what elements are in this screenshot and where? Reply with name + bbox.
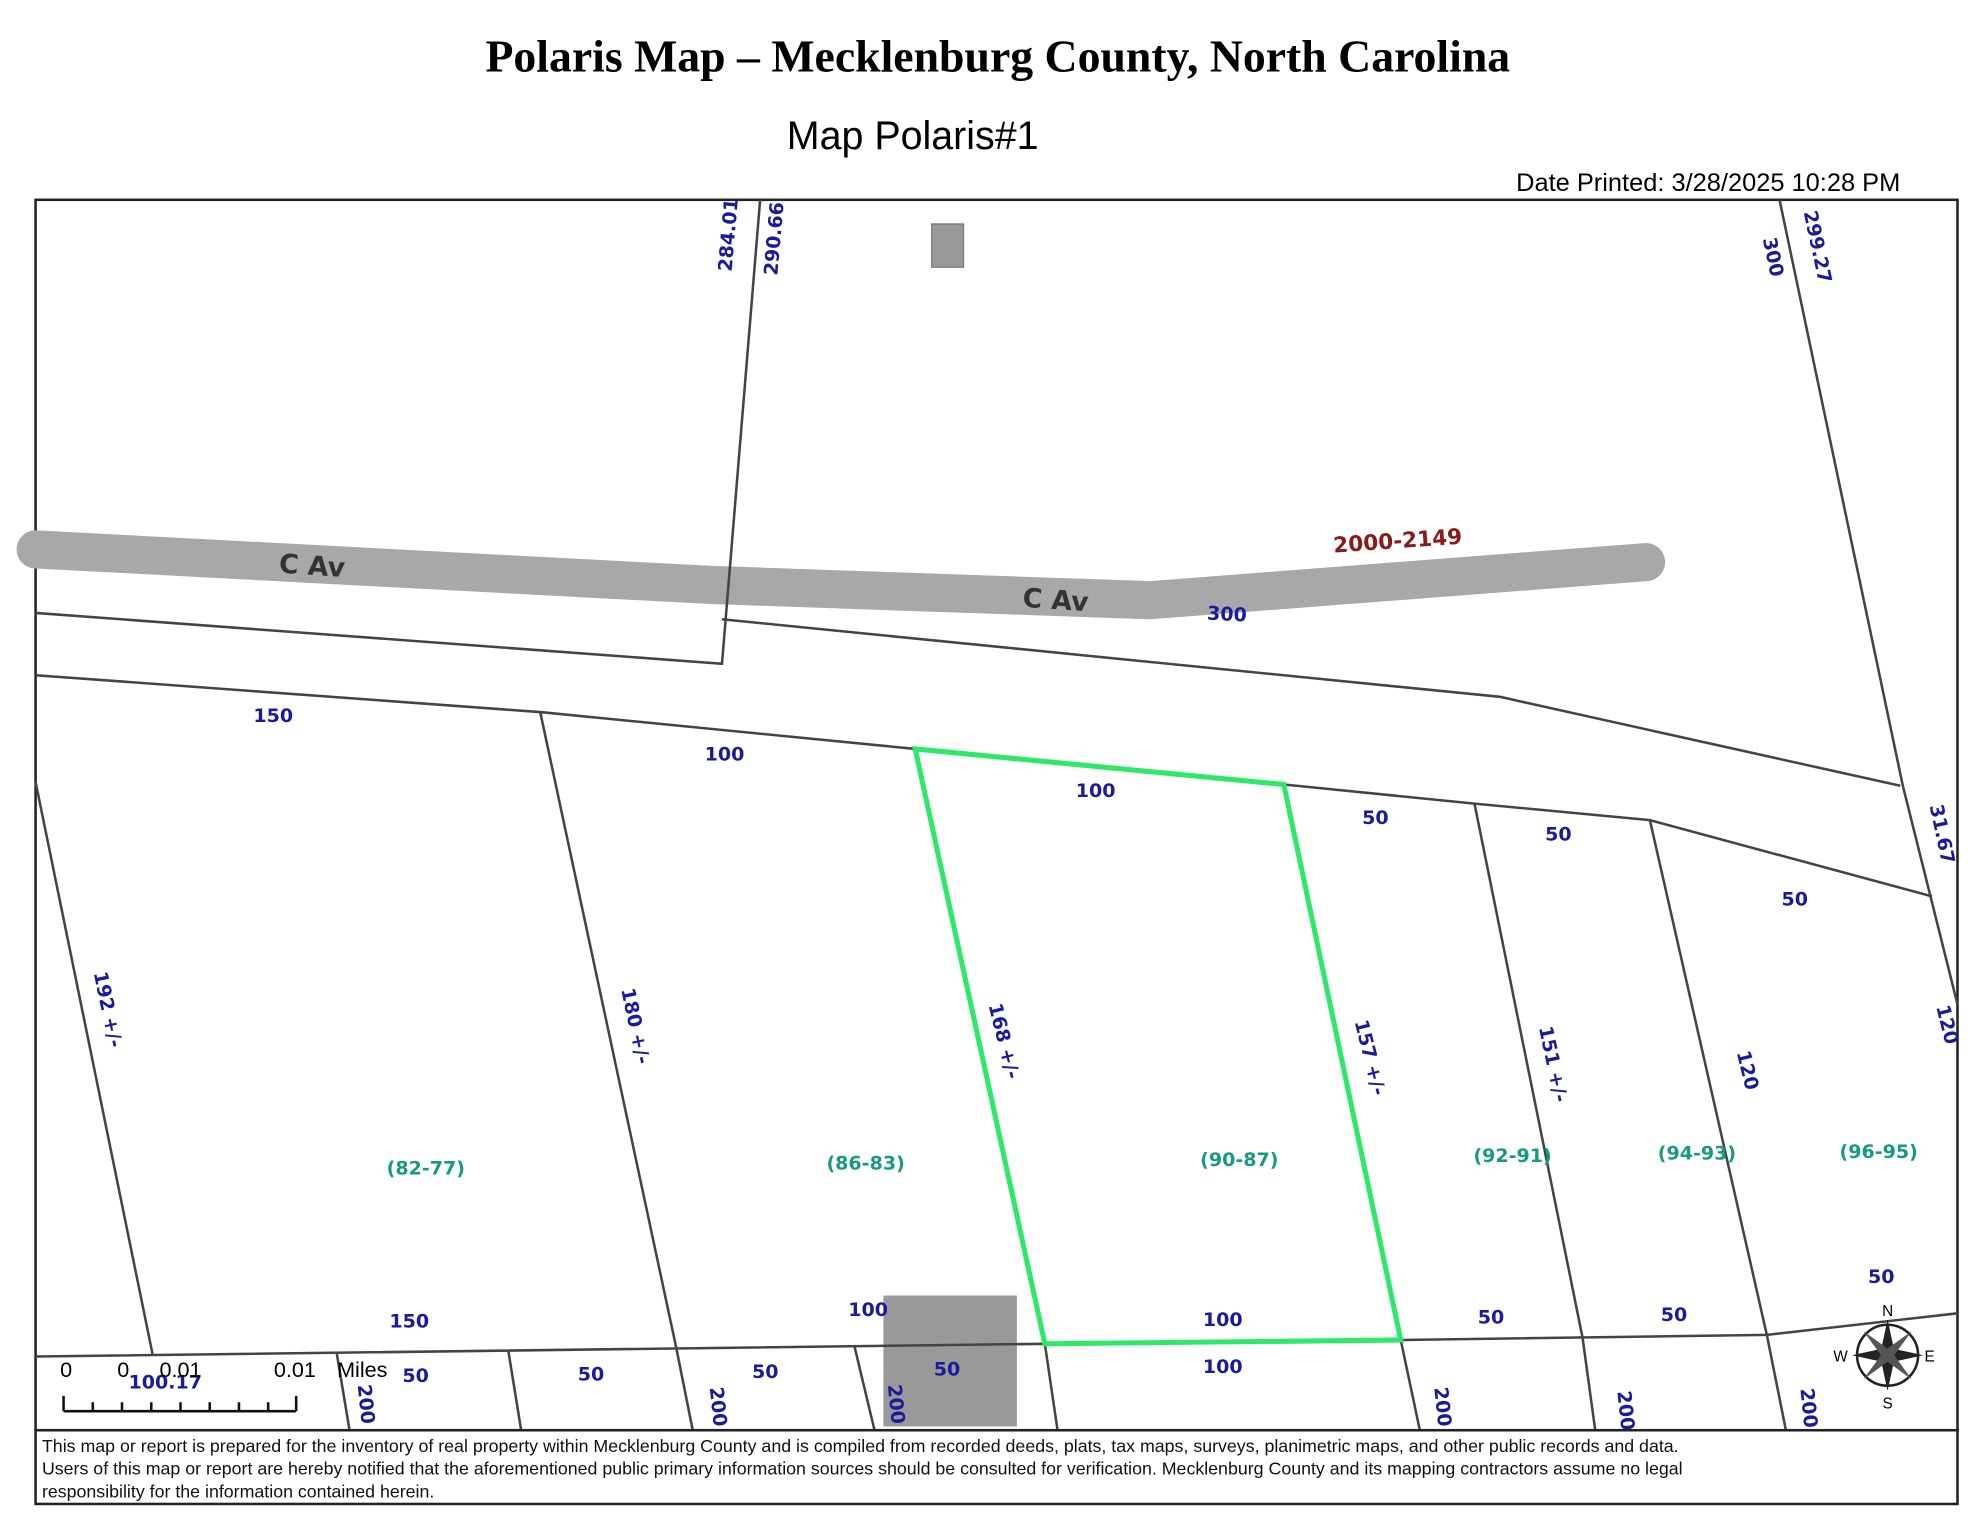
scale-label: 0.01 [159,1357,201,1382]
compass-star [1863,1331,1912,1380]
title: Polaris Map – Mecklenburg County, North … [485,30,1510,81]
dimension-label: 150 [389,1310,429,1332]
dimension-label: 50 [1661,1304,1688,1326]
street-name: C Av [278,549,346,585]
scale-bar: 0 0 0.01 0.01 Miles [60,1357,388,1413]
disclaimer-line: responsibility for the information conta… [42,1482,434,1502]
subject-parcel [911,746,1404,1347]
scale-label: 0 [60,1357,72,1382]
scale-label: 0 [117,1357,129,1382]
map-frame [34,198,1959,1432]
building [883,1295,1017,1427]
dimension-label: 200 [1612,1390,1638,1432]
parcel-line [1778,199,1959,1005]
parcel-line [35,199,762,666]
parcel-line [335,1334,1788,1431]
compass: N W E S [1833,1303,1934,1413]
dimension-label: 50 [578,1364,605,1386]
date-printed: Date Printed: 3/28/2025 10:28 PM [1516,169,1900,197]
disclaimer-line: Users of this map or report are hereby n… [42,1459,1683,1479]
compass-n: N [1882,1303,1893,1320]
dimension-label: 50 [1362,807,1389,829]
building [931,223,965,268]
dimension-label: 50 [1545,823,1572,845]
dimension-label: 200 [353,1383,379,1425]
dimension-label: 50 [752,1361,779,1383]
street [16,530,1666,620]
scale-label: 0.01 [274,1357,316,1382]
compass-w: W [1833,1349,1848,1366]
dimension-label: 150 [253,705,293,727]
dimension-label: 300 [1206,603,1247,627]
disclaimer-box [34,1428,1959,1506]
dimension-label: 50 [402,1365,429,1387]
scale-unit: Miles [337,1357,388,1382]
dimension-label: 100.17 [128,1371,202,1393]
lot-number: (96-95) [1840,1141,1918,1163]
dimension-label: 50 [1478,1306,1505,1328]
disclaimer-line: This map or report is prepared for the i… [42,1436,1679,1456]
dimension-label: 50 [1782,888,1809,910]
lot-number: (90-87) [1200,1149,1278,1171]
lot-number: (82-77) [387,1158,465,1180]
dimension-label: 100 [848,1299,888,1321]
dimension-label: 200 [1795,1387,1821,1429]
compass-e: E [1924,1349,1934,1366]
scale-ticks [62,1395,298,1413]
dimension-label: 100 [1203,1356,1243,1378]
street-name: C Av [1022,583,1090,619]
lot-number: (94-93) [1658,1142,1736,1164]
dimension-label: 100 [705,743,745,765]
dimension-label: 200 [705,1386,731,1428]
parcel-line [34,711,1769,1355]
lot-number: (86-83) [826,1153,904,1175]
dimension-label: 100 [1203,1309,1243,1331]
dimension-label: 50 [934,1359,961,1381]
dimension-label: 200 [883,1383,909,1425]
parcel-line [721,618,1901,788]
map-lines [16,199,1959,1431]
subtitle: Map Polaris#1 [787,114,1039,158]
dimension-label: 200 [1429,1386,1455,1428]
dimension-label: 100 [1076,780,1116,802]
lot-number: (92-91) [1473,1145,1551,1167]
compass-s: S [1882,1396,1892,1413]
dimension-label: 50 [1868,1266,1895,1288]
